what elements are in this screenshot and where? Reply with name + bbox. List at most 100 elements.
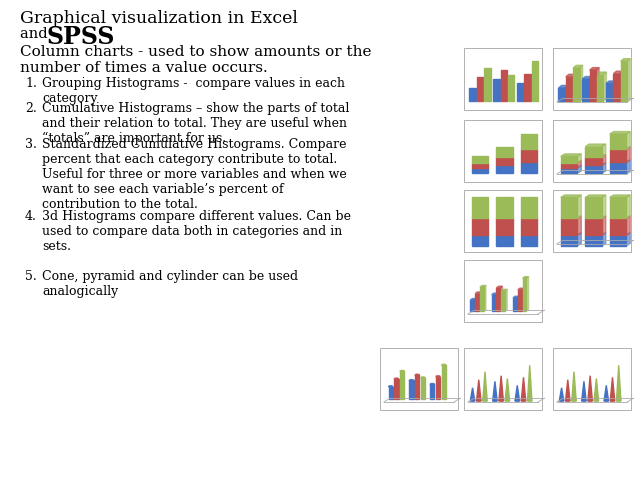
Polygon shape (475, 292, 481, 294)
Bar (585, 197, 602, 218)
Bar (521, 235, 538, 246)
Bar (496, 146, 513, 156)
Ellipse shape (566, 400, 570, 402)
Polygon shape (479, 292, 481, 311)
Bar (585, 146, 602, 156)
Polygon shape (602, 216, 605, 235)
Text: 4.: 4. (25, 210, 37, 223)
Polygon shape (579, 65, 582, 101)
Bar (610, 218, 627, 235)
Polygon shape (611, 377, 615, 401)
Text: Standardized Cumulative Histograms. Compare
percent that each category contribut: Standardized Cumulative Histograms. Comp… (42, 138, 347, 211)
Bar (610, 134, 627, 149)
Polygon shape (505, 289, 508, 311)
Polygon shape (627, 216, 630, 235)
Polygon shape (577, 166, 581, 173)
Polygon shape (577, 154, 581, 163)
Bar (610, 235, 627, 246)
Bar (582, 79, 589, 101)
Polygon shape (602, 144, 605, 156)
FancyBboxPatch shape (464, 48, 542, 110)
Bar (597, 74, 604, 101)
Polygon shape (516, 296, 519, 311)
Text: Cumulative Histograms – show the parts of total
and their relation to total. The: Cumulative Histograms – show the parts o… (42, 102, 349, 145)
Polygon shape (589, 76, 592, 101)
Polygon shape (585, 144, 605, 146)
Bar (496, 235, 513, 246)
Polygon shape (604, 385, 609, 401)
Polygon shape (522, 288, 524, 311)
Polygon shape (527, 365, 532, 401)
FancyBboxPatch shape (553, 348, 631, 410)
Bar (475, 294, 479, 311)
Polygon shape (561, 195, 581, 197)
FancyBboxPatch shape (464, 348, 542, 410)
Polygon shape (566, 74, 575, 77)
Ellipse shape (616, 400, 621, 402)
Text: Grouping Histograms -  compare values in each
category: Grouping Histograms - compare values in … (42, 77, 345, 105)
Bar (388, 386, 393, 399)
Bar (493, 79, 500, 101)
Bar (477, 77, 483, 101)
Ellipse shape (588, 400, 593, 402)
Polygon shape (497, 286, 502, 288)
Text: Column charts - used to show amounts or the: Column charts - used to show amounts or … (20, 45, 371, 59)
Polygon shape (492, 293, 497, 295)
Bar (521, 197, 538, 218)
Polygon shape (602, 195, 605, 218)
Polygon shape (493, 381, 497, 401)
Text: SPSS: SPSS (46, 25, 115, 49)
Bar (524, 73, 531, 101)
Ellipse shape (430, 384, 435, 385)
Bar (585, 218, 602, 235)
Bar (521, 162, 538, 173)
Polygon shape (565, 85, 568, 101)
FancyBboxPatch shape (553, 190, 631, 252)
Text: 5.: 5. (25, 270, 36, 283)
Bar (472, 197, 488, 218)
Ellipse shape (394, 378, 399, 380)
Bar (470, 88, 476, 101)
Polygon shape (621, 59, 630, 61)
Text: 2.: 2. (25, 102, 36, 115)
FancyBboxPatch shape (553, 48, 631, 110)
Bar (621, 61, 627, 101)
Bar (566, 77, 572, 101)
Polygon shape (596, 68, 599, 101)
Bar (496, 197, 513, 218)
Ellipse shape (415, 374, 419, 376)
Bar (496, 165, 513, 173)
Bar (573, 68, 579, 101)
Polygon shape (602, 163, 605, 173)
Ellipse shape (499, 400, 504, 402)
Polygon shape (588, 376, 593, 401)
Bar (589, 70, 596, 101)
Polygon shape (597, 72, 607, 74)
Bar (523, 278, 527, 311)
Polygon shape (470, 299, 476, 300)
Ellipse shape (388, 386, 393, 387)
Ellipse shape (483, 400, 487, 402)
Polygon shape (483, 372, 487, 401)
Polygon shape (612, 81, 616, 101)
Polygon shape (577, 216, 581, 235)
Bar (561, 156, 577, 163)
Bar (472, 163, 488, 168)
Polygon shape (527, 276, 529, 311)
Bar (561, 197, 577, 218)
Polygon shape (589, 68, 599, 70)
Polygon shape (573, 65, 582, 68)
Polygon shape (499, 376, 504, 401)
Bar (421, 378, 425, 399)
Text: 3d Histograms compare different values. Can be
used to compare data both in cate: 3d Histograms compare different values. … (42, 210, 351, 253)
Bar (561, 168, 577, 173)
FancyBboxPatch shape (464, 120, 542, 182)
Text: Graphical visualization in Excel: Graphical visualization in Excel (20, 10, 298, 27)
Bar (410, 380, 413, 399)
Ellipse shape (559, 400, 564, 402)
Text: number of times a value occurs.: number of times a value occurs. (20, 61, 268, 75)
Ellipse shape (442, 364, 446, 366)
Polygon shape (505, 379, 509, 401)
Bar (521, 149, 538, 162)
Bar (497, 288, 500, 311)
